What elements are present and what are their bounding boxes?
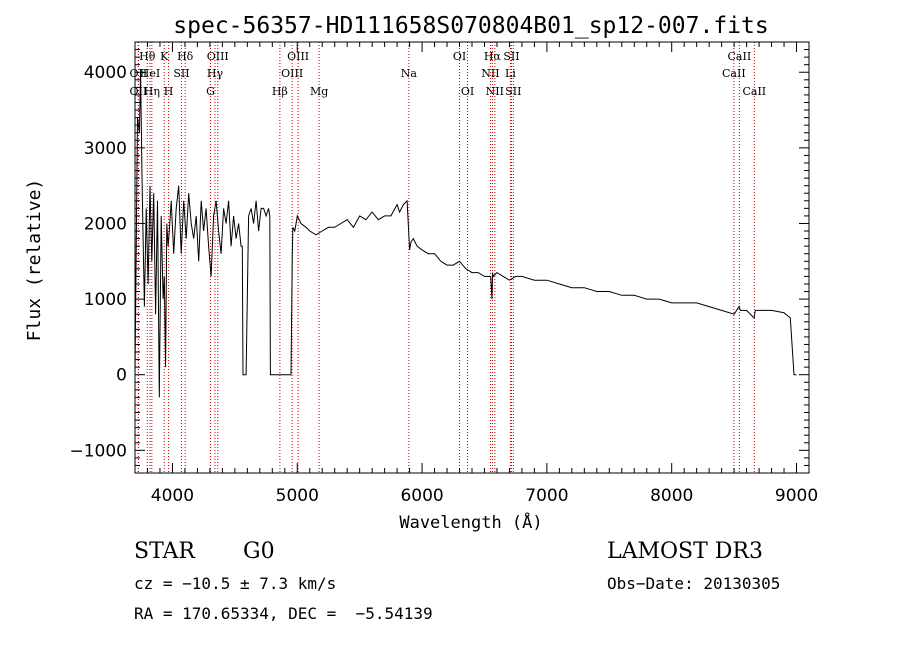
line-label-23: NII — [486, 85, 504, 98]
line-label-11: G — [206, 85, 215, 98]
line-label-18: OI — [461, 85, 474, 98]
y-tick-label: 1000 — [84, 290, 127, 310]
line-label-0: Hθ — [139, 50, 156, 63]
line-label-15: Mg — [310, 85, 328, 98]
line-label-20: SII — [503, 50, 519, 63]
line-label-4: Hδ — [177, 50, 194, 63]
observation-date: Obs−Date: 20130305 — [607, 574, 781, 593]
object-subclass: G0 — [243, 539, 275, 564]
line-label-7: Hη — [144, 85, 160, 98]
axis-tick-labels: 4000 5000 6000 7000 8000 9000 −1000 0 1000 2000 30… — [69, 63, 818, 506]
y-tick-label: 2000 — [84, 214, 127, 234]
y-tick-label: 4000 — [84, 63, 127, 83]
x-tick-label: 7000 — [525, 486, 568, 506]
x-tick-label: 6000 — [400, 486, 443, 506]
line-label-1: OII — [130, 67, 148, 80]
y-tick-label: 3000 — [84, 139, 127, 159]
line-label-10: Hγ — [207, 67, 224, 80]
line-label-21: NII — [481, 67, 499, 80]
x-tick-label: 4000 — [151, 486, 194, 506]
line-label-22: Li — [505, 67, 516, 80]
x-axis-label: Wavelength (Å) — [399, 511, 542, 533]
spectrum-line — [134, 72, 797, 398]
line-label-14: Hβ — [272, 85, 288, 98]
redshift-velocity: cz = −10.5 ± 7.3 km/s — [134, 574, 337, 593]
plot-frame — [134, 41, 810, 474]
coordinates: RA = 170.65334, DEC = −5.54139 — [134, 604, 433, 623]
line-label-5: SII — [173, 67, 189, 80]
line-label-19: Hα — [484, 50, 502, 63]
x-tick-label: 8000 — [650, 486, 693, 506]
line-label-6: OII — [130, 85, 148, 98]
line-label-25: CaII — [728, 50, 752, 63]
spectral-line-markers — [137, 42, 755, 473]
line-label-3: K — [160, 50, 169, 63]
line-label-13: OIII — [281, 67, 303, 80]
line-label-27: CaII — [742, 85, 766, 98]
survey-name: LAMOST DR3 — [607, 539, 763, 564]
line-label-17: OI — [453, 50, 466, 63]
axis-ticks — [134, 41, 810, 474]
line-label-2: HeI — [140, 67, 160, 80]
y-tick-label: 0 — [116, 366, 127, 386]
x-tick-label: 5000 — [276, 486, 319, 506]
line-label-26: CaII — [722, 67, 746, 80]
line-label-16: Na — [401, 67, 418, 80]
x-tick-label: 9000 — [775, 486, 818, 506]
y-tick-label: −1000 — [69, 441, 127, 461]
line-label-8: H — [164, 85, 174, 98]
line-label-12: OIII — [287, 50, 309, 63]
line-label-24: SII — [505, 85, 521, 98]
object-class: STAR — [134, 539, 195, 564]
line-label-9: OIII — [207, 50, 229, 63]
chart-title: spec-56357-HD111658S070804B01_sp12-007.f… — [173, 13, 768, 39]
y-axis-label: Flux (relative) — [24, 179, 45, 342]
